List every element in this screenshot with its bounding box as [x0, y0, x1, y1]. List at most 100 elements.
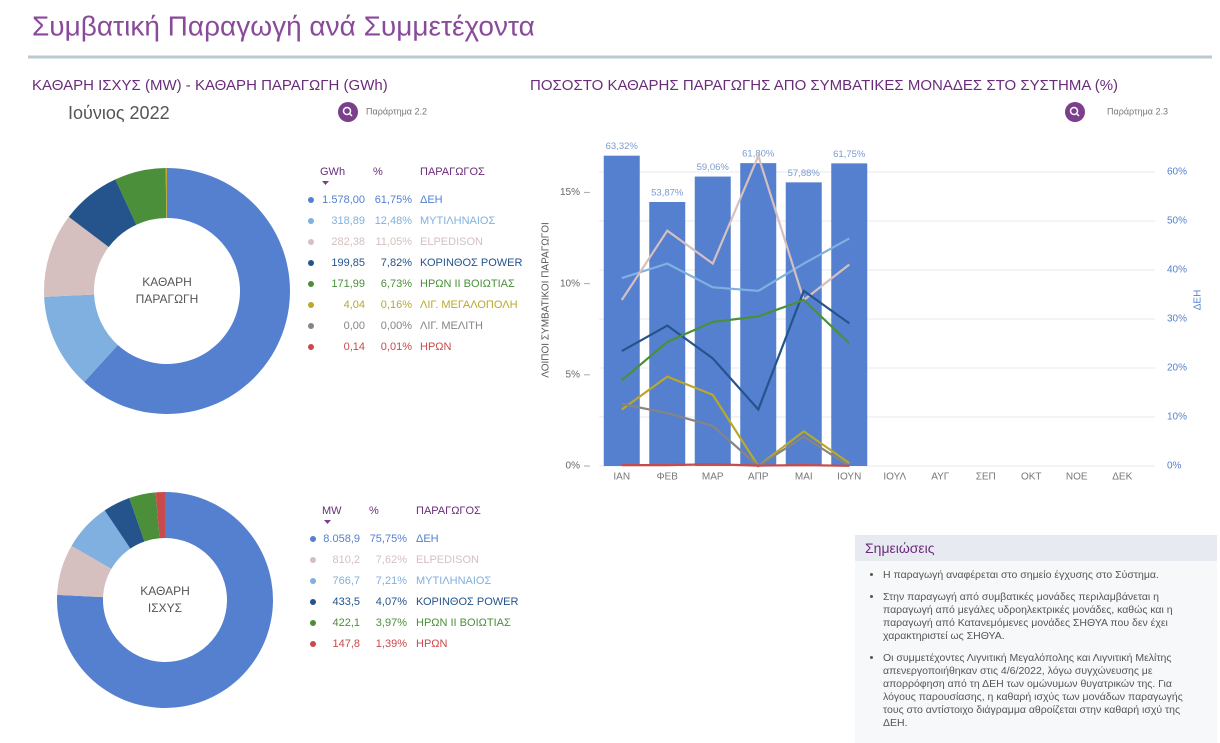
line-series: [621, 402, 850, 468]
table-value: 4,04: [344, 299, 365, 311]
table-percent: 4,07%: [376, 596, 407, 608]
table-value: 147,8: [332, 638, 360, 650]
y2-axis-title: ΔΕΗ: [1193, 290, 1204, 311]
x-tick-label: ΙΟΥΛ: [883, 472, 906, 483]
bar: [603, 155, 640, 467]
notes-list: Η παραγωγή αναφέρεται στο σημείο έγχυσης…: [855, 569, 1217, 730]
table-value: 433,5: [332, 596, 360, 608]
x-tick-label: ΑΥΓ: [931, 472, 950, 483]
y-tick-label: 15%: [560, 187, 580, 198]
sort-indicator: [324, 520, 331, 524]
line-series: [621, 463, 850, 467]
bar: [740, 163, 777, 467]
notes-title: Σημειώσεις: [855, 535, 1217, 561]
legend-dot: [308, 323, 314, 329]
donut-center-label: ΚΑΘΑΡΗ: [142, 275, 192, 289]
table-percent: 6,73%: [381, 278, 412, 290]
table-name: ΚΟΡΙΝΘΟΣ POWER: [416, 596, 518, 608]
column-header: MW: [322, 505, 342, 517]
table-name: ΗΡΩΝ: [416, 638, 448, 650]
donut-slice: [84, 168, 291, 414]
annex-link[interactable]: Παράρτημα 2.3: [1107, 106, 1168, 116]
x-tick-label: ΑΠΡ: [748, 472, 769, 483]
table-percent: 0,01%: [381, 341, 412, 353]
x-tick-label: ΣΕΠ: [976, 472, 996, 483]
table-name: ΗΡΩΝ ΙΙ ΒΟΙΩΤΙΑΣ: [420, 278, 515, 290]
bar-value-label: 63,32%: [606, 141, 639, 152]
sort-indicator: [322, 181, 329, 185]
table-percent: 3,97%: [376, 617, 407, 629]
table-percent: 7,62%: [376, 554, 407, 566]
table-percent: 7,21%: [376, 575, 407, 587]
x-tick-label: ΜΑΙ: [795, 472, 813, 483]
legend-dot: [310, 599, 316, 605]
table-value: 0,00: [344, 320, 365, 332]
legend-dot: [308, 197, 314, 203]
section-title: ΚΑΘΑΡΗ ΙΣΧΥΣ (MW) - ΚΑΘΑΡΗ ΠΑΡΑΓΩΓΗ (GWh…: [32, 77, 388, 94]
bar-value-label: 61,75%: [833, 149, 866, 160]
y2-tick-label: 20%: [1167, 363, 1187, 374]
notes-panel: Σημειώσεις Η παραγωγή αναφέρεται στο σημ…: [855, 535, 1217, 743]
legend-dot: [310, 536, 316, 542]
line-series: [620, 152, 850, 302]
table-name: ΛΙΓ. ΜΕΛΙΤΗ: [420, 320, 483, 332]
legend-dot: [310, 578, 316, 584]
x-tick-label: ΦΕΒ: [657, 472, 679, 483]
table-name: ΜΥΤΙΛΗΝΑΙΟΣ: [416, 575, 491, 587]
table-value: 422,1: [332, 617, 360, 629]
x-tick-label: ΜΑΡ: [702, 472, 724, 483]
y-tick-label: 0%: [566, 461, 581, 472]
column-header: ΠΑΡΑΓΩΓΟΣ: [416, 505, 481, 517]
note-item: Η παραγωγή αναφέρεται στο σημείο έγχυσης…: [883, 569, 1203, 582]
legend-dot: [308, 239, 314, 245]
table-value: 0,14: [344, 341, 365, 353]
donut-slice: [155, 492, 165, 539]
table-name: ΛΙΓ. ΜΕΓΑΛΟΠΟΛΗ: [420, 299, 518, 311]
line-series: [621, 375, 850, 468]
y2-tick-label: 10%: [1167, 412, 1187, 423]
x-tick-label: ΔΕΚ: [1112, 472, 1132, 483]
column-header: %: [373, 166, 383, 178]
table-name: ELPEDISON: [420, 236, 483, 248]
table-percent: 75,75%: [370, 533, 408, 545]
y-axis-title: ΛΟΙΠΟΙ ΣΥΜΒΑΤΙΚΟΙ ΠΑΡΑΓΩΓΟΙ: [541, 222, 552, 377]
annex-link[interactable]: Παράρτημα 2.2: [366, 106, 427, 116]
search-button[interactable]: [1065, 102, 1085, 122]
table-name: ΗΡΩΝ ΙΙ ΒΟΙΩΤΙΑΣ: [416, 617, 511, 629]
table-value: 1.578,00: [322, 194, 365, 206]
table-name: ΔΕΗ: [416, 533, 439, 545]
legend-dot: [308, 260, 314, 266]
table-value: 8.058,9: [323, 533, 360, 545]
x-tick-label: ΙΟΥΝ: [837, 472, 861, 483]
period: Ιούνιος 2022: [68, 103, 170, 123]
table-percent: 61,75%: [375, 194, 413, 206]
legend-dot: [308, 344, 314, 350]
page-title: Συμβατική Παραγωγή ανά Συμμετέχοντα: [32, 10, 535, 41]
table-name: ΔΕΗ: [420, 194, 443, 206]
table-name: ΚΟΡΙΝΘΟΣ POWER: [420, 257, 522, 269]
table-value: 199,85: [331, 257, 365, 269]
table-value: 766,7: [332, 575, 360, 587]
donut-slice: [165, 168, 167, 218]
note-item: Οι συμμετέχοντες Λιγνιτική Μεγαλόπολης κ…: [883, 652, 1203, 730]
legend-dot: [308, 302, 314, 308]
search-button[interactable]: [338, 102, 358, 122]
chart-title: ΠΟΣΟΣΤΟ ΚΑΘΑΡΗΣ ΠΑΡΑΓΩΓΗΣ ΑΠΟ ΣΥΜΒΑΤΙΚΕΣ…: [530, 77, 1118, 94]
donut-slice: [104, 498, 145, 549]
y2-tick-label: 50%: [1167, 216, 1187, 227]
bar-value-label: 59,06%: [697, 162, 730, 173]
table-name: ΗΡΩΝ: [420, 341, 452, 353]
table-value: 810,2: [332, 554, 360, 566]
x-tick-label: ΙΑΝ: [613, 472, 630, 483]
column-header: %: [369, 505, 379, 517]
line-series: [621, 237, 850, 293]
legend-dot: [310, 620, 316, 626]
donut-center-label: ΚΑΘΑΡΗ: [140, 584, 190, 598]
x-tick-label: ΟΚΤ: [1021, 472, 1042, 483]
donut-slice: [44, 294, 118, 382]
table-value: 318,89: [331, 215, 365, 227]
donut-center-label: ΙΣΧΥΣ: [148, 601, 182, 615]
table-percent: 11,05%: [376, 236, 413, 248]
